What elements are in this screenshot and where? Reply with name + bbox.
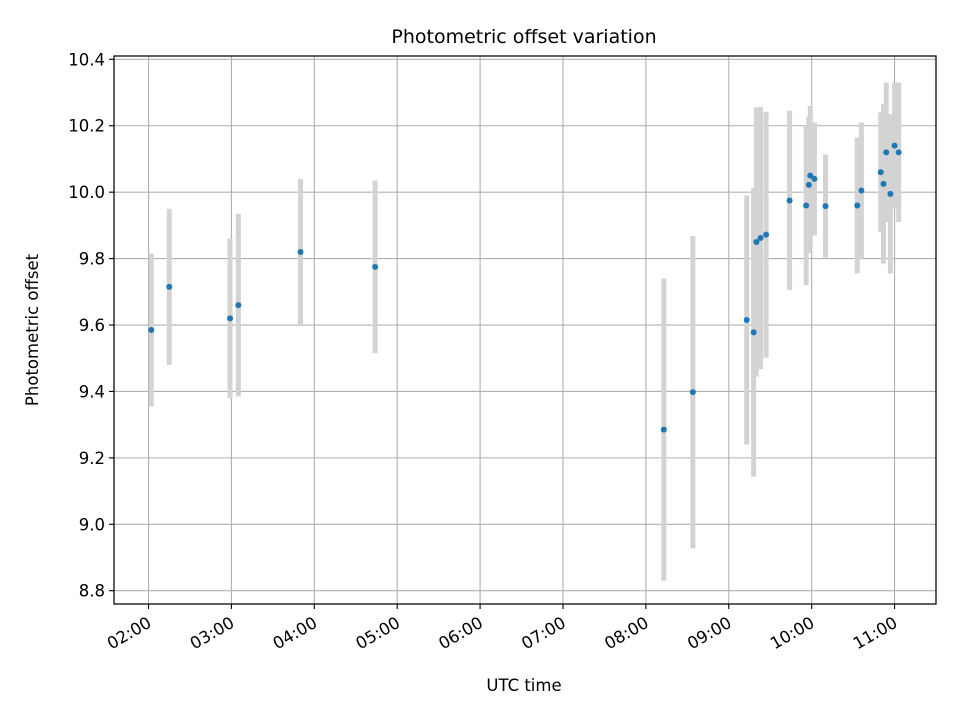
- x-tick-label: 08:00: [601, 613, 652, 653]
- data-point: [858, 187, 865, 194]
- grid: [114, 56, 936, 604]
- plot-area-frame: [113, 55, 937, 605]
- y-tick-label: 8.8: [79, 582, 105, 601]
- y-tick-label: 9.0: [79, 515, 105, 534]
- errorbars: [148, 82, 902, 581]
- y-tick-label: 9.6: [79, 316, 105, 335]
- x-tick-label: 03:00: [187, 613, 238, 653]
- data-point: [807, 172, 814, 179]
- data-point: [805, 181, 812, 188]
- data-point: [887, 190, 894, 197]
- x-axis-label: UTC time: [486, 676, 561, 695]
- data-point: [166, 283, 173, 290]
- y-tick-label: 10.2: [68, 117, 105, 136]
- data-point: [235, 302, 242, 309]
- data-point: [895, 149, 902, 156]
- data-point: [750, 329, 757, 336]
- data-point: [880, 180, 887, 187]
- x-axis-ticks: 02:00 03:00 04:00 05:00 06:00 07:00 08:00 09:00…: [104, 604, 901, 653]
- data-points: [148, 142, 902, 433]
- y-tick-label: 10.0: [68, 183, 105, 202]
- data-point: [372, 263, 379, 270]
- data-point: [757, 235, 764, 242]
- data-point: [753, 238, 760, 245]
- y-axis-ticks: 8.8 9.0 9.2 9.4 9.6 9.8 10.0 10.2 10.4: [68, 50, 114, 601]
- data-point: [297, 248, 304, 255]
- data-point: [854, 202, 861, 209]
- x-tick-label: 07:00: [518, 613, 569, 653]
- chart-title: Photometric offset variation: [391, 26, 656, 48]
- y-tick-label: 9.8: [79, 250, 105, 269]
- x-tick-label: 11:00: [850, 613, 901, 653]
- y-axis-label: Photometric offset: [23, 253, 42, 406]
- x-tick-label: 09:00: [684, 613, 735, 653]
- data-point: [689, 389, 696, 396]
- data-point: [227, 315, 234, 322]
- y-tick-label: 10.4: [68, 50, 105, 69]
- data-point: [786, 197, 793, 204]
- y-tick-label: 9.2: [79, 449, 105, 468]
- data-point: [763, 231, 770, 238]
- data-point: [883, 149, 890, 156]
- data-point: [877, 169, 884, 176]
- x-tick-label: 04:00: [270, 613, 321, 653]
- data-point: [660, 426, 667, 433]
- x-tick-label: 05:00: [353, 613, 404, 653]
- data-point: [148, 327, 155, 333]
- x-tick-label: 10:00: [767, 613, 818, 653]
- x-tick-label: 06:00: [435, 613, 486, 653]
- data-point: [803, 202, 810, 209]
- data-point: [811, 175, 818, 182]
- data-point: [743, 317, 750, 324]
- data-point: [891, 142, 898, 149]
- x-tick-label: 02:00: [104, 613, 155, 653]
- data-point: [822, 203, 829, 210]
- y-tick-label: 9.4: [79, 382, 105, 401]
